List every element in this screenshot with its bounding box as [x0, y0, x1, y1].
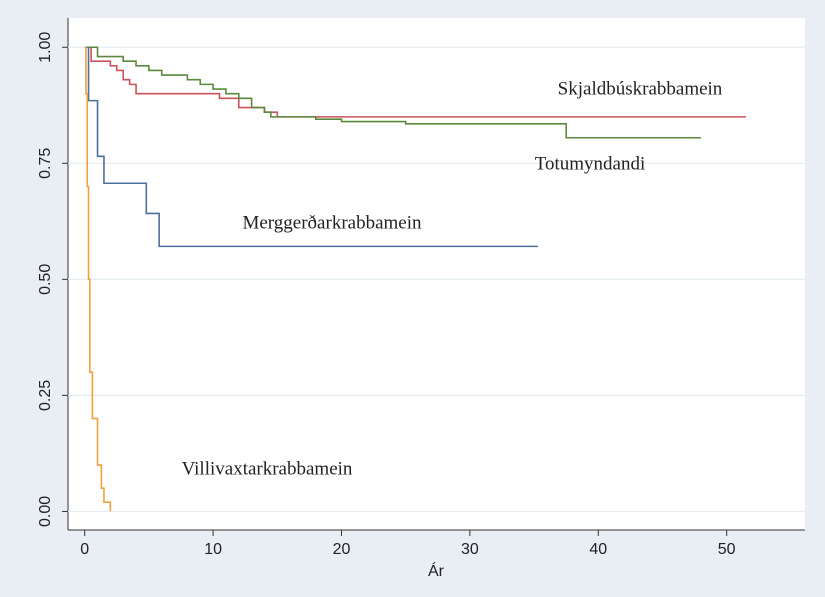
- x-tick-label: 20: [333, 541, 351, 558]
- y-tick-label: 0.75: [37, 148, 54, 179]
- survival-curve: [84, 46, 538, 248]
- x-tick-label: 0: [80, 541, 89, 558]
- y-tick-label: 1.00: [37, 32, 54, 63]
- y-tick-label: 0.00: [37, 496, 54, 527]
- series-label: Merggerðarkrabbamein: [242, 212, 422, 233]
- survival-curve: [84, 46, 701, 139]
- x-tick-label: 30: [461, 541, 479, 558]
- y-tick-label: 0.25: [37, 380, 54, 411]
- survival-curve: [84, 46, 112, 512]
- x-axis-label: Ár: [428, 561, 445, 580]
- x-tick-label: 10: [204, 541, 222, 558]
- series-label: Totumyndandi: [535, 153, 646, 174]
- series-label: Villivaxtarkrabbamein: [182, 458, 353, 479]
- x-tick-label: 50: [718, 541, 736, 558]
- y-tick-label: 0.50: [37, 264, 54, 295]
- plot-area: [68, 18, 805, 530]
- x-tick-label: 40: [589, 541, 607, 558]
- series-label: Skjaldbúskrabbamein: [558, 78, 723, 99]
